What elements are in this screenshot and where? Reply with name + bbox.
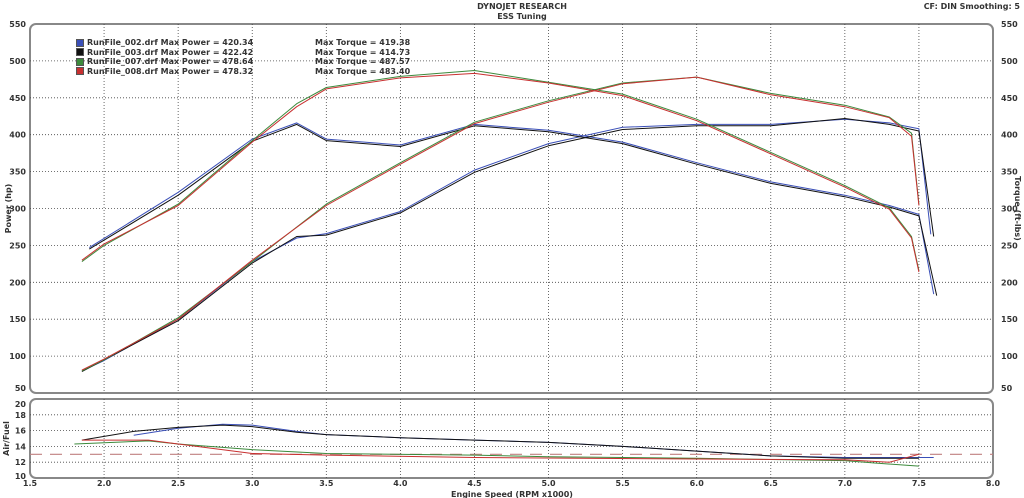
y-tick-label: 550	[9, 20, 26, 29]
legend-swatch	[76, 57, 84, 66]
legend-torque-label: Max Torque = 487.57	[315, 57, 411, 66]
afr-curve-3	[81, 439, 920, 463]
y2-tick-label: 100	[1001, 352, 1018, 361]
y2-tick-label: 350	[1001, 168, 1018, 177]
legend-torque-label: Max Torque = 419.38	[315, 38, 411, 47]
legend-power-label: RunFile_007.drf Max Power = 478.64	[87, 57, 254, 66]
x-axis-label: Engine Speed (RPM x1000)	[451, 490, 573, 498]
x-tick-label: 4.0	[393, 479, 408, 488]
y-tick-label: 450	[9, 94, 26, 103]
x-tick-label: 1.5	[23, 479, 38, 488]
x-tick-label: 2.0	[97, 479, 112, 488]
afr-curve-0	[133, 423, 934, 458]
x-tick-label: 5.0	[541, 479, 556, 488]
chart-subtitle: ESS Tuning	[497, 12, 547, 21]
legend-power-label: RunFile_002.drf Max Power = 420.34	[87, 38, 254, 47]
legend-entry: RunFile_002.drf Max Power = 420.34 Max To…	[76, 38, 410, 48]
legend-swatch	[76, 48, 84, 57]
afr-y-tick-label: 12	[15, 458, 26, 467]
x-tick-label: 3.5	[319, 479, 334, 488]
afr-y-tick-label: 16	[15, 427, 27, 436]
y2-tick-label: 400	[1001, 131, 1018, 140]
settings-label: CF: DIN Smoothing: 5	[924, 2, 1021, 11]
y2-tick-label: 150	[1001, 315, 1018, 324]
x-tick-label: 8.0	[986, 479, 1001, 488]
y-axis-label: Power (hp)	[4, 184, 13, 234]
y-tick-label: 250	[9, 241, 26, 250]
x-tick-label: 7.5	[912, 479, 927, 488]
legend-entry: RunFile_003.drf Max Power = 422.42 Max To…	[76, 48, 410, 58]
y2-tick-label: 300	[1001, 205, 1018, 214]
x-tick-label: 7.0	[838, 479, 853, 488]
y-tick-label: 100	[9, 352, 26, 361]
x-tick-label: 3.0	[245, 479, 260, 488]
legend-swatch	[76, 67, 84, 76]
y2-tick-label: 450	[1001, 94, 1018, 103]
y2-tick-label: 50	[1001, 384, 1013, 393]
power-curve-2	[81, 76, 920, 372]
x-tick-label: 2.5	[171, 479, 186, 488]
torque-curve-2	[81, 70, 920, 271]
legend-torque-label: Max Torque = 414.73	[315, 47, 411, 57]
power-curve-0	[81, 118, 932, 372]
y-tick-label: 350	[9, 168, 26, 177]
legend: RunFile_002.drf Max Power = 420.34 Max To…	[76, 38, 410, 76]
legend-torque-label: Max Torque = 483.40	[315, 66, 411, 76]
y-tick-label: 400	[9, 131, 26, 140]
legend-swatch	[76, 38, 84, 47]
afr-y-tick-label: 10	[15, 472, 27, 481]
y2-tick-label: 550	[1001, 20, 1018, 29]
y-tick-label: 150	[9, 315, 26, 324]
y-tick-label: 300	[9, 205, 26, 214]
y2-axis-label: Torque (ft-lbs)	[1013, 176, 1022, 241]
y2-tick-label: 500	[1001, 57, 1018, 66]
afr-axis-label: Air/Fuel	[2, 421, 11, 456]
afr-curve-1	[81, 424, 919, 459]
x-tick-label: 4.5	[467, 479, 482, 488]
y-tick-label: 50	[15, 384, 27, 393]
legend-entry: RunFile_007.drf Max Power = 478.64 Max To…	[76, 57, 410, 67]
afr-y-tick-label: 18	[15, 411, 27, 420]
legend-power-label: RunFile_008.drf Max Power = 478.32	[87, 66, 254, 76]
y2-tick-label: 250	[1001, 241, 1018, 250]
afr-y-tick-label: 14	[15, 442, 27, 451]
legend-entry: RunFile_008.drf Max Power = 478.32 Max To…	[76, 67, 410, 77]
power-curve-3	[81, 76, 920, 371]
y-tick-label: 200	[9, 278, 26, 287]
power-curve-1	[81, 118, 935, 373]
x-tick-label: 5.5	[616, 479, 631, 488]
x-tick-label: 6.0	[690, 479, 705, 488]
torque-curve-1	[89, 123, 938, 296]
y-tick-label: 500	[9, 57, 26, 66]
afr-y-tick-label: 20	[15, 400, 27, 409]
y2-tick-label: 200	[1001, 278, 1018, 287]
torque-curve-3	[81, 72, 920, 273]
x-tick-label: 6.5	[764, 479, 779, 488]
legend-power-label: RunFile_003.drf Max Power = 422.42	[87, 47, 254, 57]
afr-plot-frame	[29, 398, 994, 479]
chart-title: DYNOJET RESEARCH	[477, 2, 567, 11]
